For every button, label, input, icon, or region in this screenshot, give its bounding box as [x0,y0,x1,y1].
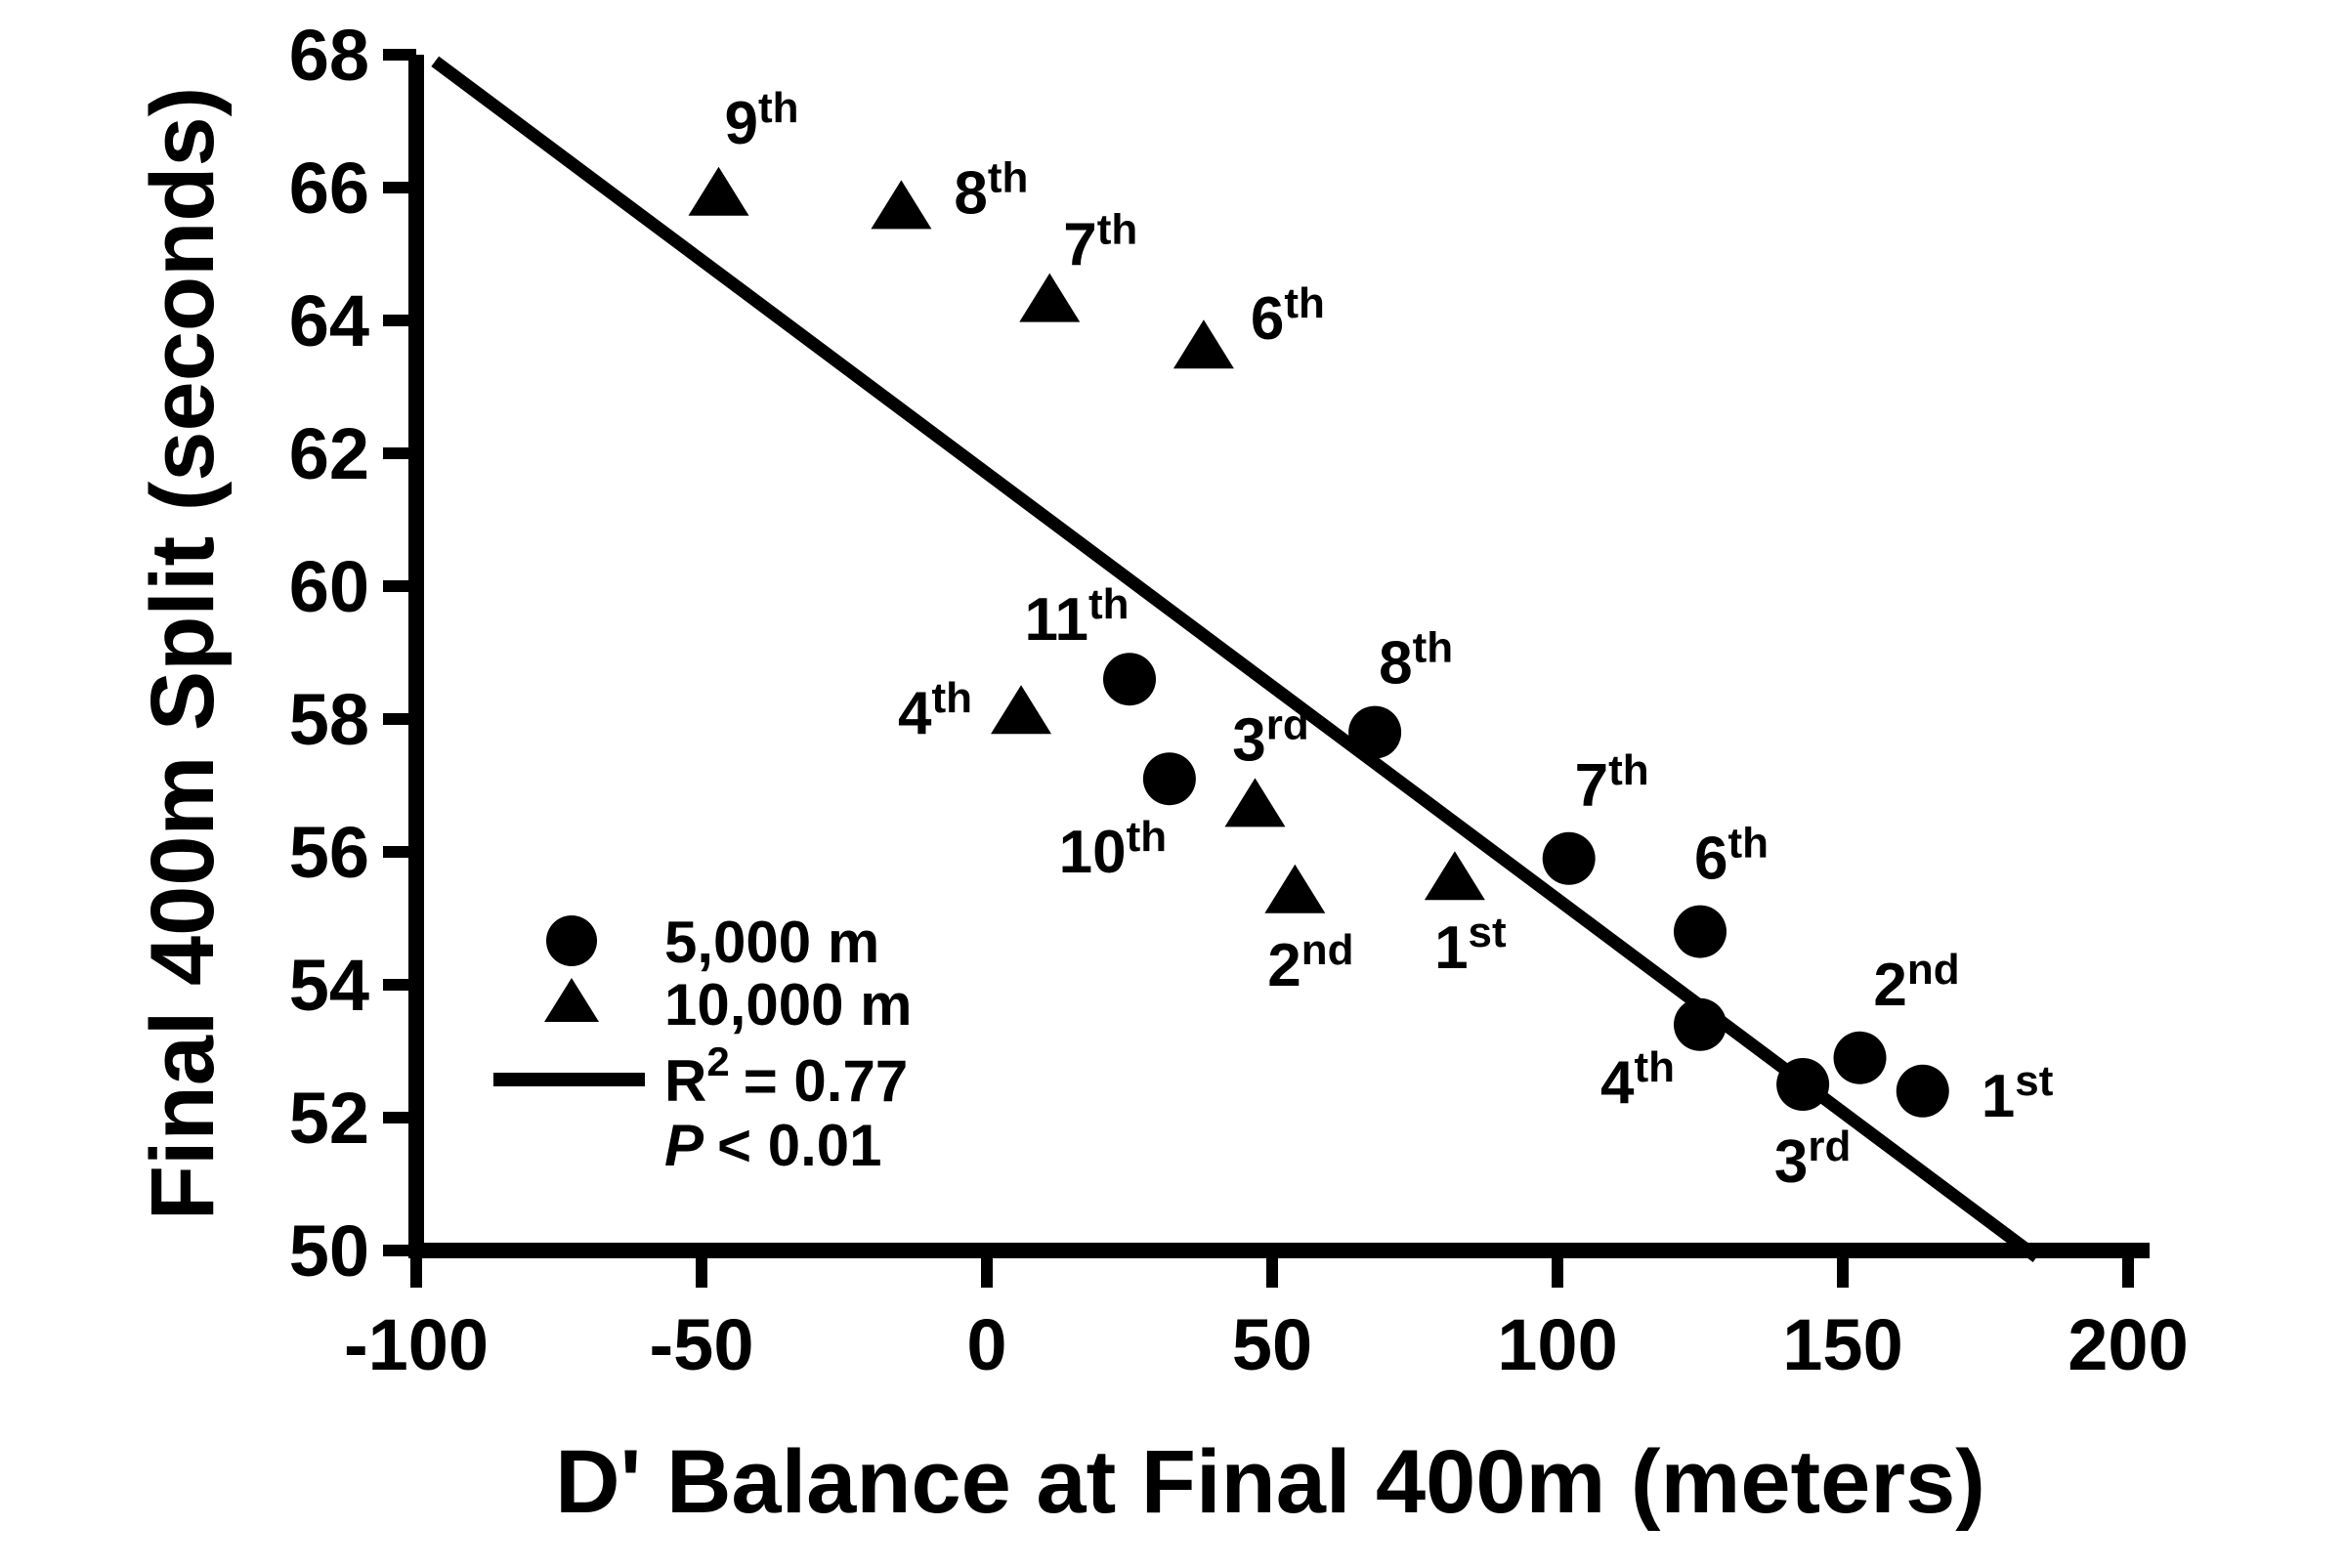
data-point-10000m-6th [1172,319,1234,369]
data-point-label: 4th [898,674,972,747]
x-axis-title: D' Balance at Final 400m (meters) [555,1432,1985,1532]
legend-label-10000m: 10,000 m [664,972,913,1038]
regression-line-group [431,56,2041,1263]
x-tick-label: 0 [966,1304,1006,1385]
data-point-5000m-6th [1674,905,1727,958]
y-axis-title: Final 400m Split (seconds) [133,87,233,1221]
legend-label-r-squared: R2 = 0.77 [664,1038,908,1114]
data-point-label: 8th [1379,624,1453,698]
legend-label-5000m: 5,000 m [664,910,879,975]
data-point-label: 2nd [1267,926,1353,999]
y-tick-label: 62 [289,413,369,494]
data-point-label: 4th [1600,1043,1675,1117]
data-point-5000m-1st [1896,1064,1949,1118]
data-point-10000m-2nd [1264,864,1326,913]
x-tick-label: -50 [650,1304,754,1385]
y-tick-label: 56 [289,812,369,893]
data-point-label: 3rd [1232,700,1308,774]
legend-triangle-marker [544,978,599,1022]
data-point-5000m-2nd [1833,1031,1887,1084]
data-point-10000m-9th [688,166,749,216]
x-tick-label: 200 [2068,1304,2188,1385]
data-point-5000m-4th [1674,997,1727,1051]
data-point-10000m-1st [1424,851,1485,901]
legend-circle-marker [546,915,597,966]
data-point-label: 1st [1982,1057,2054,1130]
data-point-label: 8th [954,153,1028,227]
legend-markers [493,915,645,1086]
data-point-5000m-11th [1103,653,1156,706]
data-point-label: 6th [1251,279,1325,353]
legend: 5,000 m 10,000 m R2 = 0.77 P < 0.01 [493,910,913,1178]
y-tick-label: 60 [289,546,369,627]
y-tick-label: 52 [289,1078,369,1159]
y-tick-label: 68 [289,15,369,96]
y-tick-label: 66 [289,148,369,229]
data-point-label: 3rd [1774,1123,1851,1196]
y-tick-label: 64 [289,280,369,361]
data-point-label: 11th [1024,580,1129,654]
axes: -100 -50 0 50 100 150 200 50 52 54 56 58 60 62 64 66 68 [289,15,2189,1385]
data-point-label: 6th [1694,820,1769,893]
data-point-5000m-3rd [1776,1058,1830,1111]
x-tick-label: -100 [344,1304,489,1385]
x-tick-label: 50 [1232,1304,1312,1385]
data-point-10000m-8th [871,180,932,230]
data-point-5000m-7th [1542,831,1596,885]
data-point-5000m-8th [1348,705,1402,759]
data-point-label: 7th [1063,206,1137,279]
y-tick-label: 58 [289,679,369,760]
y-tick-label: 54 [289,945,369,1026]
data-point-label: 2nd [1873,946,1959,1019]
data-point-10000m-3rd [1224,778,1286,827]
data-point-label: 9th [725,84,799,157]
data-point-10000m-7th [1019,273,1081,322]
data-point-5000m-10th [1142,752,1196,806]
data-points: 1st 2nd 3rd 4th 6th 7th 8th 10th 11th 1st 2nd 3rd 4t… [688,84,2054,1196]
data-point-label: 7th [1575,746,1649,820]
x-tick-label: 150 [1782,1304,1902,1385]
data-point-label: 10th [1059,813,1168,886]
legend-label-p-value: P < 0.01 [664,1113,882,1178]
regression-line [431,56,2041,1263]
x-tick-label: 100 [1497,1304,1617,1385]
data-point-10000m-4th [991,685,1052,735]
y-tick-label: 50 [289,1210,369,1292]
data-point-label: 1st [1434,909,1507,982]
